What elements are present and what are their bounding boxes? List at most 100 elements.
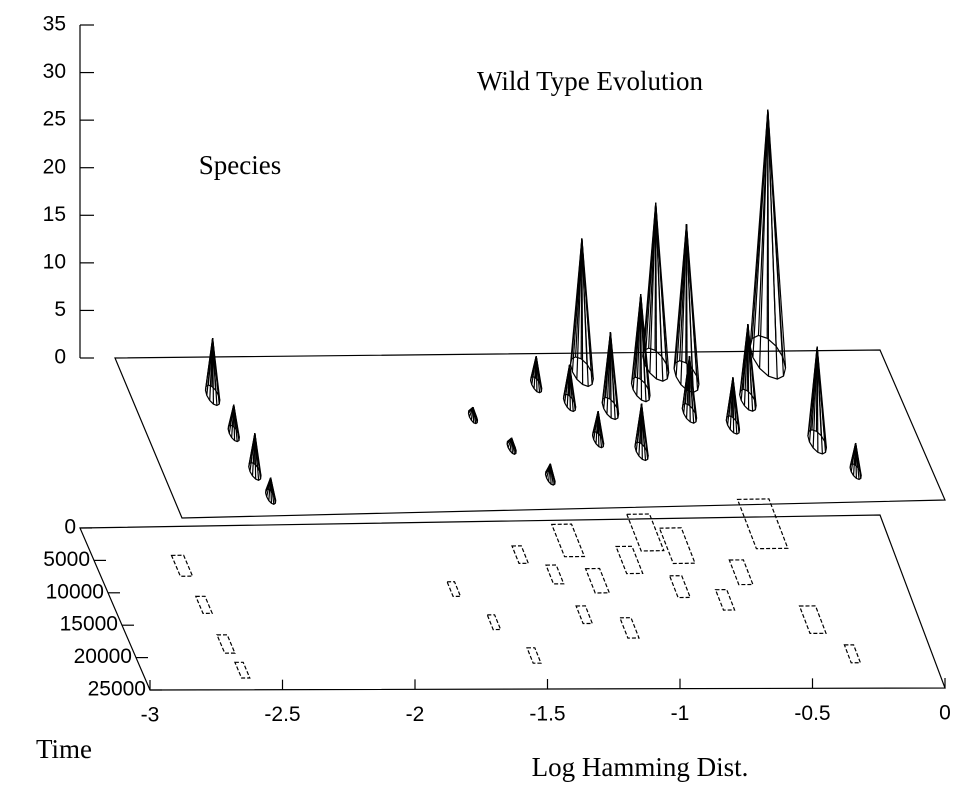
peak [749, 109, 787, 380]
peak [634, 403, 649, 462]
peak-edge [747, 324, 752, 395]
contour [843, 644, 862, 664]
peak-base [467, 409, 479, 425]
peak [849, 442, 862, 481]
z-tick-label: 15 [43, 203, 66, 226]
contour [798, 605, 827, 635]
contour [728, 559, 754, 586]
y-tick-label: 25000 [88, 678, 146, 701]
x-tick-label: -1.5 [529, 703, 565, 726]
peak [227, 404, 240, 443]
contour [511, 545, 530, 565]
x-tick-label: -0.5 [794, 702, 830, 725]
peak-edge [688, 356, 694, 409]
contour [526, 647, 542, 664]
peak-edge [746, 324, 749, 391]
peak-base [642, 347, 670, 382]
peak-edge [685, 224, 699, 391]
y-axis-label: Time [36, 734, 92, 764]
contour [550, 523, 586, 558]
peak-edge [535, 356, 539, 381]
peak-edge [640, 294, 646, 384]
peak-base [673, 360, 700, 394]
x-tick-label: -3 [141, 704, 160, 727]
z-tick-label: 35 [43, 13, 66, 36]
peak [673, 224, 700, 394]
x-tick-label: -1 [671, 702, 690, 725]
peak-edge [679, 224, 688, 361]
contour [625, 513, 665, 552]
peak [467, 406, 479, 425]
peak-base [264, 488, 277, 505]
peak-edge [732, 377, 737, 421]
peak-edge [674, 224, 688, 363]
peak-edge [581, 238, 593, 385]
x-tick-label: -2 [406, 703, 425, 726]
peak-base [544, 470, 556, 486]
x-tick-label: -2.5 [264, 703, 300, 726]
peak-base [725, 415, 741, 435]
peak [601, 332, 620, 421]
contour [575, 605, 594, 625]
peak-edge [549, 463, 553, 475]
peak-edge [751, 109, 769, 339]
z-tick-label: 5 [54, 298, 66, 321]
contour [584, 567, 611, 594]
contour [486, 614, 502, 631]
contour [545, 564, 565, 585]
contour [668, 575, 692, 599]
peak [725, 377, 741, 435]
contour [714, 588, 736, 611]
peak-base [569, 356, 594, 388]
peak [591, 410, 605, 449]
peak-base [630, 376, 651, 403]
chart-title: Wild Type Evolution [477, 66, 704, 96]
peak-base [529, 375, 543, 394]
peak-edge [811, 346, 818, 430]
peak-edge [581, 238, 588, 365]
contour [446, 581, 462, 598]
peak-edge [855, 443, 859, 468]
peak-edge [568, 364, 573, 399]
y-tick-label: 0 [64, 516, 76, 539]
contour [736, 498, 789, 550]
peak-base [204, 384, 221, 407]
peak-edge [639, 294, 642, 379]
peak [562, 364, 577, 413]
contour [658, 527, 696, 565]
peak-edge [643, 202, 657, 351]
y-tick-label: 5000 [43, 548, 90, 571]
y-tick-label: 20000 [74, 645, 132, 668]
base-plane [114, 349, 946, 519]
peak-edge [654, 202, 657, 351]
contour [194, 595, 214, 615]
contour [170, 554, 194, 577]
peak-base [807, 429, 828, 455]
peak-edge [815, 346, 818, 432]
peak-edge [580, 238, 583, 359]
peak-base [749, 334, 787, 380]
peak-edge [233, 404, 237, 430]
contour [615, 545, 644, 575]
peak-edge [212, 338, 217, 391]
peak-base [601, 396, 620, 421]
peak-base [681, 402, 698, 424]
y-tick-label: 15000 [60, 613, 118, 636]
peak-edge [655, 202, 668, 379]
peak [807, 346, 828, 455]
peak [204, 338, 221, 407]
peak-edge [685, 224, 693, 369]
z-tick-label: 25 [43, 108, 66, 131]
peak-edge [571, 238, 583, 359]
peak-edge [742, 324, 749, 390]
peak-edge [574, 238, 583, 357]
z-tick-label: 0 [54, 346, 66, 369]
z-tick-label: 10 [43, 250, 66, 273]
peak-edge [767, 109, 785, 377]
y-tick-label: 10000 [46, 580, 104, 603]
peak [642, 202, 670, 382]
peak-edge [648, 202, 657, 349]
peak-base [248, 461, 262, 481]
peak-edge [757, 109, 769, 336]
peak [248, 433, 262, 481]
